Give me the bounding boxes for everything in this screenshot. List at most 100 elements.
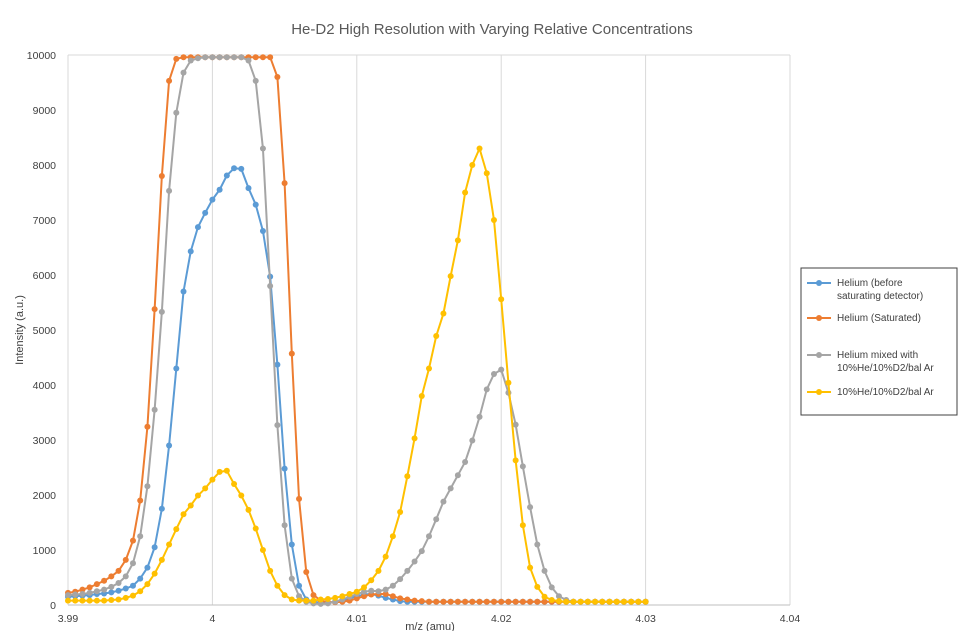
data-point	[137, 497, 144, 504]
data-point	[498, 296, 505, 303]
data-point	[296, 597, 303, 604]
data-point	[555, 598, 562, 605]
data-point	[296, 593, 303, 600]
x-tick-label: 4.03	[635, 613, 656, 625]
data-point	[498, 598, 505, 605]
data-point	[404, 473, 411, 480]
data-point	[129, 560, 136, 567]
legend-item: 10%He/10%D2/bal Ar	[807, 387, 934, 398]
x-tick-label: 4	[209, 613, 215, 625]
data-point	[462, 598, 469, 605]
data-point	[620, 598, 627, 605]
data-point	[187, 502, 194, 509]
legend-item: Helium mixed with 10%He/10%D2/bal Ar	[807, 350, 934, 374]
data-point	[72, 591, 79, 598]
data-point	[476, 145, 483, 152]
data-point	[79, 597, 86, 604]
data-point	[93, 581, 100, 588]
data-point	[129, 592, 136, 599]
data-point	[368, 577, 375, 584]
y-tick-label: 3000	[33, 435, 57, 447]
data-point	[548, 584, 555, 591]
data-point	[223, 54, 230, 61]
data-point	[202, 485, 209, 492]
data-point	[426, 598, 432, 605]
data-point	[79, 591, 86, 597]
data-point	[252, 525, 259, 532]
data-point	[223, 172, 230, 179]
data-point	[483, 598, 490, 605]
data-point	[418, 598, 425, 605]
legend-label: Helium (Saturated)	[837, 313, 921, 324]
data-point	[527, 598, 534, 605]
data-point	[469, 598, 476, 605]
data-point	[411, 558, 418, 565]
data-point	[628, 598, 635, 605]
data-point	[231, 165, 238, 172]
data-point	[440, 598, 447, 605]
data-point	[303, 569, 310, 575]
data-point	[122, 585, 129, 592]
data-point	[129, 537, 136, 544]
data-point	[209, 54, 216, 61]
data-point	[93, 588, 100, 595]
legend-swatch-marker	[816, 315, 822, 321]
data-point	[267, 54, 274, 61]
chart-title: He-D2 High Resolution with Varying Relat…	[291, 21, 693, 38]
data-point	[433, 598, 440, 605]
data-point	[389, 593, 396, 600]
data-point	[447, 485, 454, 492]
data-point	[86, 597, 93, 604]
data-point	[274, 361, 281, 368]
data-point	[187, 248, 194, 255]
data-point	[361, 588, 368, 595]
data-point	[231, 481, 238, 487]
data-point	[527, 564, 534, 571]
data-point	[397, 595, 404, 602]
y-tick-label: 1000	[33, 545, 57, 557]
data-point	[483, 386, 490, 393]
data-point	[296, 582, 303, 589]
data-point	[577, 598, 584, 605]
x-axis-label: m/z (amu)	[405, 621, 455, 631]
data-point	[79, 586, 86, 593]
data-point	[267, 283, 274, 289]
data-point	[245, 57, 252, 64]
data-point	[187, 57, 194, 64]
data-point	[418, 393, 425, 399]
data-point	[231, 54, 238, 61]
legend-swatch-marker	[816, 389, 822, 395]
data-point	[238, 492, 245, 499]
data-point	[108, 589, 115, 596]
data-point	[527, 504, 534, 511]
y-tick-label: 10000	[27, 50, 56, 62]
data-point	[346, 591, 353, 597]
data-point	[361, 593, 368, 600]
data-point	[382, 591, 389, 597]
data-point	[592, 598, 599, 605]
data-point	[389, 582, 396, 589]
data-point	[397, 576, 404, 583]
data-point	[512, 421, 519, 428]
series-group	[65, 145, 649, 605]
data-point	[288, 350, 295, 357]
y-tick-label: 7000	[33, 215, 57, 227]
data-point	[86, 589, 93, 596]
data-point	[433, 333, 440, 340]
data-point	[65, 592, 71, 599]
legend-label: Helium (before saturating detector)	[837, 278, 923, 302]
data-point	[137, 533, 144, 540]
data-point	[166, 77, 173, 84]
axes: 3.99 4 4.01 4.02 4.03 4.04 0 1000 2000 3000 4000 50…	[27, 50, 801, 625]
data-point	[86, 584, 93, 591]
data-point	[375, 567, 382, 574]
data-point	[252, 54, 259, 61]
legend-item: Helium (before saturating detector)	[807, 278, 923, 302]
data-point	[194, 492, 201, 499]
data-point	[101, 597, 108, 604]
data-point	[404, 596, 411, 603]
data-point	[454, 598, 461, 605]
data-point	[93, 597, 100, 604]
data-point	[180, 69, 187, 76]
